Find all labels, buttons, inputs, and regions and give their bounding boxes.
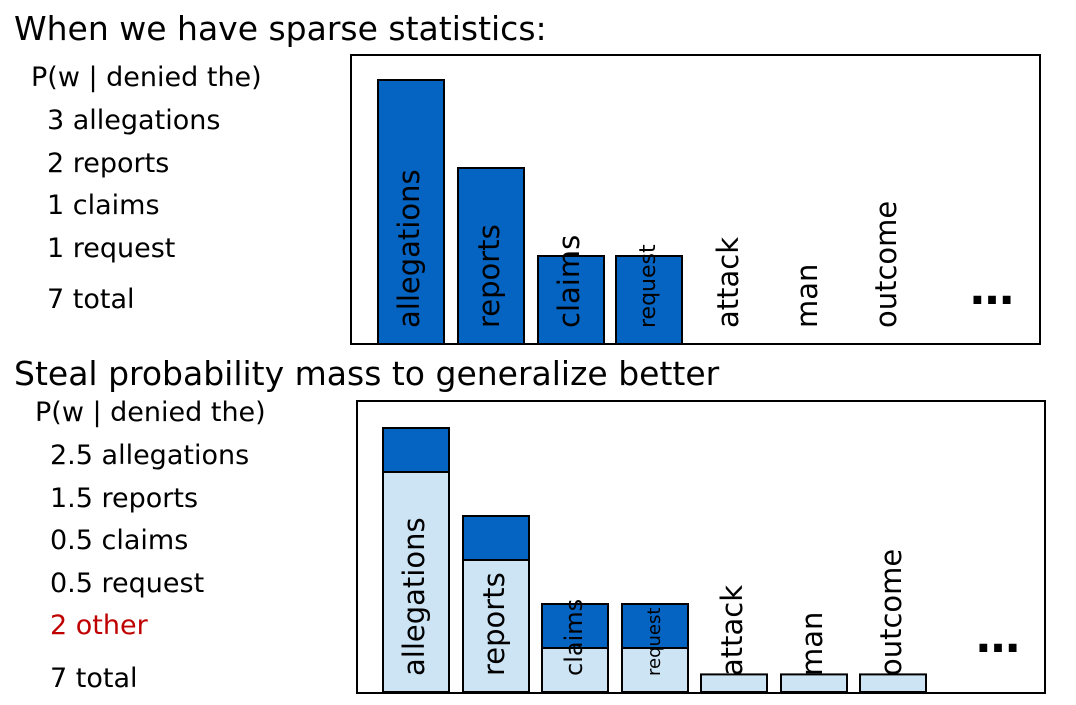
panel-1-label-allegations: allegations (392, 169, 426, 328)
panel-2-count-reports: 1.5 reports (50, 483, 199, 514)
panel-2-label-man: man (795, 612, 829, 676)
panel-1-ellipsis: … (970, 264, 1014, 315)
panel-2-count-total: 7 total (50, 663, 138, 694)
panel-2-label-request: request (644, 608, 665, 676)
panel-1-count-total: 7 total (47, 284, 135, 315)
panel-2-bar-allegations-stolen (382, 427, 450, 473)
panel-2-bar-allegations-remaining (382, 471, 450, 693)
panel-1-count-request: 1 request (47, 233, 176, 264)
panel-1-counts-title: P(w | denied the) (31, 62, 262, 93)
panel-2-count-allegations: 2.5 allegations (50, 440, 250, 471)
panel-1-heading: When we have sparse statistics: (14, 9, 547, 48)
panel-2-ellipsis: … (976, 612, 1020, 663)
panel-2-count-claims: 0.5 claims (50, 525, 189, 556)
panel-1-label-attack: attack (711, 237, 745, 328)
panel-2-label-reports: reports (477, 572, 511, 676)
panel-1-label-claims: claims (552, 235, 586, 328)
panel-1-count-claims: 1 claims (47, 190, 160, 221)
panel-2-label-attack: attack (715, 585, 749, 676)
panel-1-bar-claims (537, 255, 605, 345)
panel-2-bar-reports-stolen (462, 515, 530, 561)
panel-2-bar-claims-remaining (541, 647, 609, 693)
panel-2-counts-title: P(w | denied the) (35, 397, 266, 428)
panel-2-label-claims: claims (560, 599, 588, 676)
panel-2-bar-outcome-remaining (859, 673, 927, 694)
panel-2-label-allegations: allegations (397, 517, 431, 676)
panel-1-label-outcome: outcome (869, 201, 903, 328)
panel-2-bar-attack-remaining (700, 673, 768, 694)
panel-2-count-other: 2 other (50, 610, 148, 641)
panel-2-bar-request-stolen (621, 603, 689, 649)
panel-2-heading: Steal probability mass to generalize bet… (14, 354, 720, 393)
panel-2-bar-man-remaining (780, 673, 848, 694)
panel-1-bar-reports (457, 167, 525, 345)
panel-1-label-request: request (636, 244, 661, 328)
panel-1-label-reports: reports (472, 224, 506, 328)
panel-1-count-allegations: 3 allegations (47, 105, 221, 136)
panel-2-bar-reports-remaining (462, 559, 530, 693)
panel-1-label-man: man (790, 264, 824, 328)
panel-2-count-request: 0.5 request (50, 568, 205, 599)
panel-1-chart-frame (350, 54, 1041, 345)
panel-2-label-outcome: outcome (874, 549, 908, 676)
panel-2-chart-frame (356, 400, 1046, 694)
panel-1-bar-request (615, 255, 683, 345)
panel-1-bar-allegations (377, 79, 445, 345)
panel-1-count-reports: 2 reports (47, 148, 170, 179)
panel-2-bar-claims-stolen (541, 603, 609, 649)
